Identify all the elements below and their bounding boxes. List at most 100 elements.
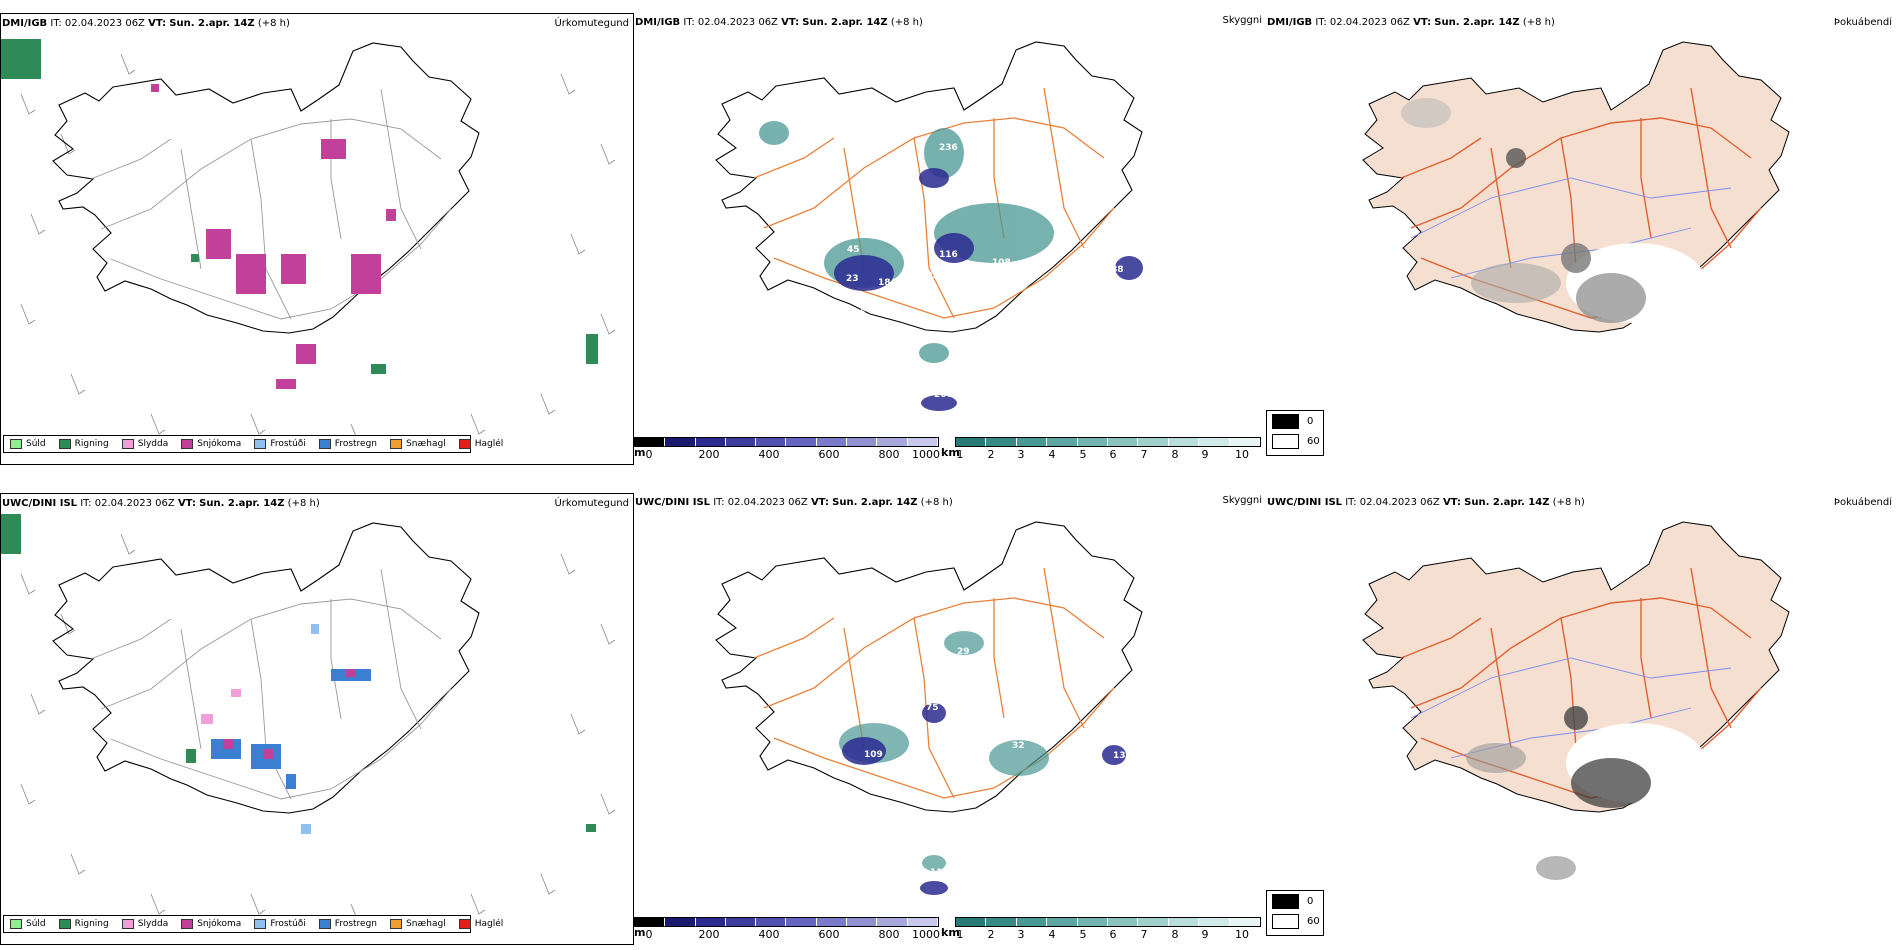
visibility-ticks: 1 2 3 4 5 6 7 8 9 10: [956, 448, 1250, 461]
ceiling-ticks: 0 200 400 600 800 1000: [645, 448, 941, 461]
legend-item: Frostúði: [254, 919, 306, 929]
visibility-colorbar-bottom: 1 2 3 4 5 6 7 8 9 10: [955, 917, 1261, 943]
visibility-cells: [955, 437, 1261, 447]
ceiling-value: 88: [1111, 265, 1124, 275]
ceiling-value: 184: [878, 278, 897, 288]
visibility-panel-bottom: UWC/DINI ISL IT: 02.04.2023 06Z VT: Sun.…: [634, 493, 1266, 945]
legend-item: Haglél: [458, 439, 503, 449]
legend-item: Snæhagl: [390, 439, 446, 449]
ceiling-cells: [634, 917, 939, 927]
ceiling-value: 180: [958, 188, 977, 198]
legend-item: Slydda: [121, 439, 168, 449]
ceiling-cells: [634, 437, 939, 447]
legend-swatch: [390, 439, 403, 449]
legend-swatch: [254, 919, 267, 929]
visibility-colorbar-top: 1 2 3 4 5 6 7 8 9 10: [955, 437, 1261, 463]
precip-map-bottom: [1, 514, 616, 925]
legend-swatch: [58, 439, 71, 449]
visibility-panel-label: Skyggni: [1222, 15, 1262, 26]
legend-swatch: [58, 919, 71, 929]
legend-item: Rigning: [58, 439, 109, 449]
legend-swatch: [318, 439, 331, 449]
ceiling-value: 32: [1012, 741, 1025, 751]
legend-swatch: [254, 439, 267, 449]
legend-item: Frostregn: [318, 439, 377, 449]
visibility-panel-top: DMI/IGB IT: 02.04.2023 06Z VT: Sun. 2.ap…: [634, 13, 1266, 465]
legend-item: Rigning: [58, 919, 109, 929]
legend-item: Frostregn: [318, 919, 377, 929]
ceiling-value: 108: [992, 258, 1011, 268]
ceiling-value: 87: [906, 258, 919, 268]
visibility-map-top: [715, 41, 1143, 411]
legend-item: Frostúði: [254, 439, 306, 449]
fog-legend: 0 60: [1266, 410, 1324, 456]
ceiling-value: 06: [915, 868, 928, 878]
legend-swatch: [121, 439, 134, 449]
title-precip-bottom: UWC/DINI ISL IT: 02.04.2023 06Z VT: Sun.…: [2, 498, 320, 509]
title-fog-top: DMI/IGB IT: 02.04.2023 06Z VT: Sun. 2.ap…: [1267, 17, 1555, 28]
ceiling-value: 236: [939, 143, 958, 153]
ceiling-value: 20: [859, 305, 872, 315]
legend-swatch: [121, 919, 134, 929]
snow-areas-bottom: [223, 669, 356, 759]
legend-swatch: [318, 919, 331, 929]
visibility-panel-label: Skyggni: [1222, 495, 1262, 506]
precip-legend: Súld Rigning Slydda Snjókoma Frostúði Fr…: [3, 435, 503, 453]
legend-swatch: [10, 439, 22, 449]
ceiling-value: 29: [957, 647, 970, 657]
ceiling-unit: m: [634, 446, 646, 459]
ceiling-colorbar-top: 0 200 400 600 800 1000: [634, 437, 941, 463]
ceiling-value: 28: [918, 750, 931, 760]
legend-item: Haglél: [458, 919, 503, 929]
fog-legend: 0 60: [1266, 890, 1324, 936]
fog-panel-top: DMI/IGB IT: 02.04.2023 06Z VT: Sun. 2.ap…: [1266, 13, 1900, 465]
legend-item: Snjókoma: [181, 439, 241, 449]
low-ceiling-areas: [842, 703, 1126, 895]
ceiling-value: 123: [922, 385, 941, 395]
ceiling-value: 23: [846, 274, 859, 284]
precip-type-panel-bottom: UWC/DINI ISL IT: 02.04.2023 06Z VT: Sun.…: [0, 493, 634, 945]
title-visibility-top: DMI/IGB IT: 02.04.2023 06Z VT: Sun. 2.ap…: [635, 17, 923, 28]
legend-swatch: [181, 919, 194, 929]
fog-swatch: [1272, 913, 1299, 929]
fog-panel-label: Þokuábendi: [1833, 17, 1892, 28]
ceiling-value: 118: [930, 868, 949, 878]
rain-areas: [1, 39, 598, 374]
precip-panel-label: Úrkomutegund: [554, 498, 629, 509]
ceiling-value: 45: [847, 245, 860, 255]
visibility-ticks: 1 2 3 4 5 6 7 8 9 10: [956, 928, 1250, 941]
ceiling-value: 75: [926, 703, 939, 713]
ceiling-value: 37: [924, 765, 937, 775]
legend-item: Slydda: [121, 919, 168, 929]
precip-map-top: [1, 39, 616, 445]
ceiling-value: 200: [934, 390, 953, 400]
ceiling-value: 12: [908, 385, 921, 395]
legend-item: Snæhagl: [390, 919, 446, 929]
legend-swatch: [10, 919, 22, 929]
ceiling-value: 46: [920, 783, 933, 793]
legend-item: Súld: [10, 919, 46, 929]
legend-item: Súld: [10, 439, 46, 449]
title-visibility-bottom: UWC/DINI ISL IT: 02.04.2023 06Z VT: Sun.…: [635, 497, 953, 508]
legend-item: Snjókoma: [181, 919, 241, 929]
freezing-rain-areas: [211, 669, 371, 789]
ceiling-value: 13: [1113, 751, 1126, 761]
precip-panel-label: Úrkomutegund: [554, 18, 629, 29]
ceiling-ticks: 0 200 400 600 800 1000: [645, 928, 941, 941]
ceiling-unit: m: [634, 926, 646, 939]
visibility-map-bottom: [715, 521, 1143, 895]
precip-legend: Súld Rigning Slydda Snjókoma Frostúði Fr…: [3, 915, 503, 933]
snow-areas: [151, 84, 396, 389]
visibility-unit: km: [941, 446, 960, 459]
legend-swatch: [458, 439, 471, 449]
visibility-unit: km: [941, 926, 960, 939]
ceiling-value: 109: [864, 750, 883, 760]
legend-swatch: [458, 919, 471, 929]
legend-swatch: [181, 439, 194, 449]
wind-barbs: [20, 533, 616, 925]
fog-panel-bottom: UWC/DINI ISL IT: 02.04.2023 06Z VT: Sun.…: [1266, 493, 1900, 945]
fog-index-areas: [1401, 98, 1706, 323]
ceiling-value: 305: [920, 271, 939, 281]
fog-map-bottom: [1362, 521, 1790, 880]
wind-barbs: [20, 53, 616, 445]
